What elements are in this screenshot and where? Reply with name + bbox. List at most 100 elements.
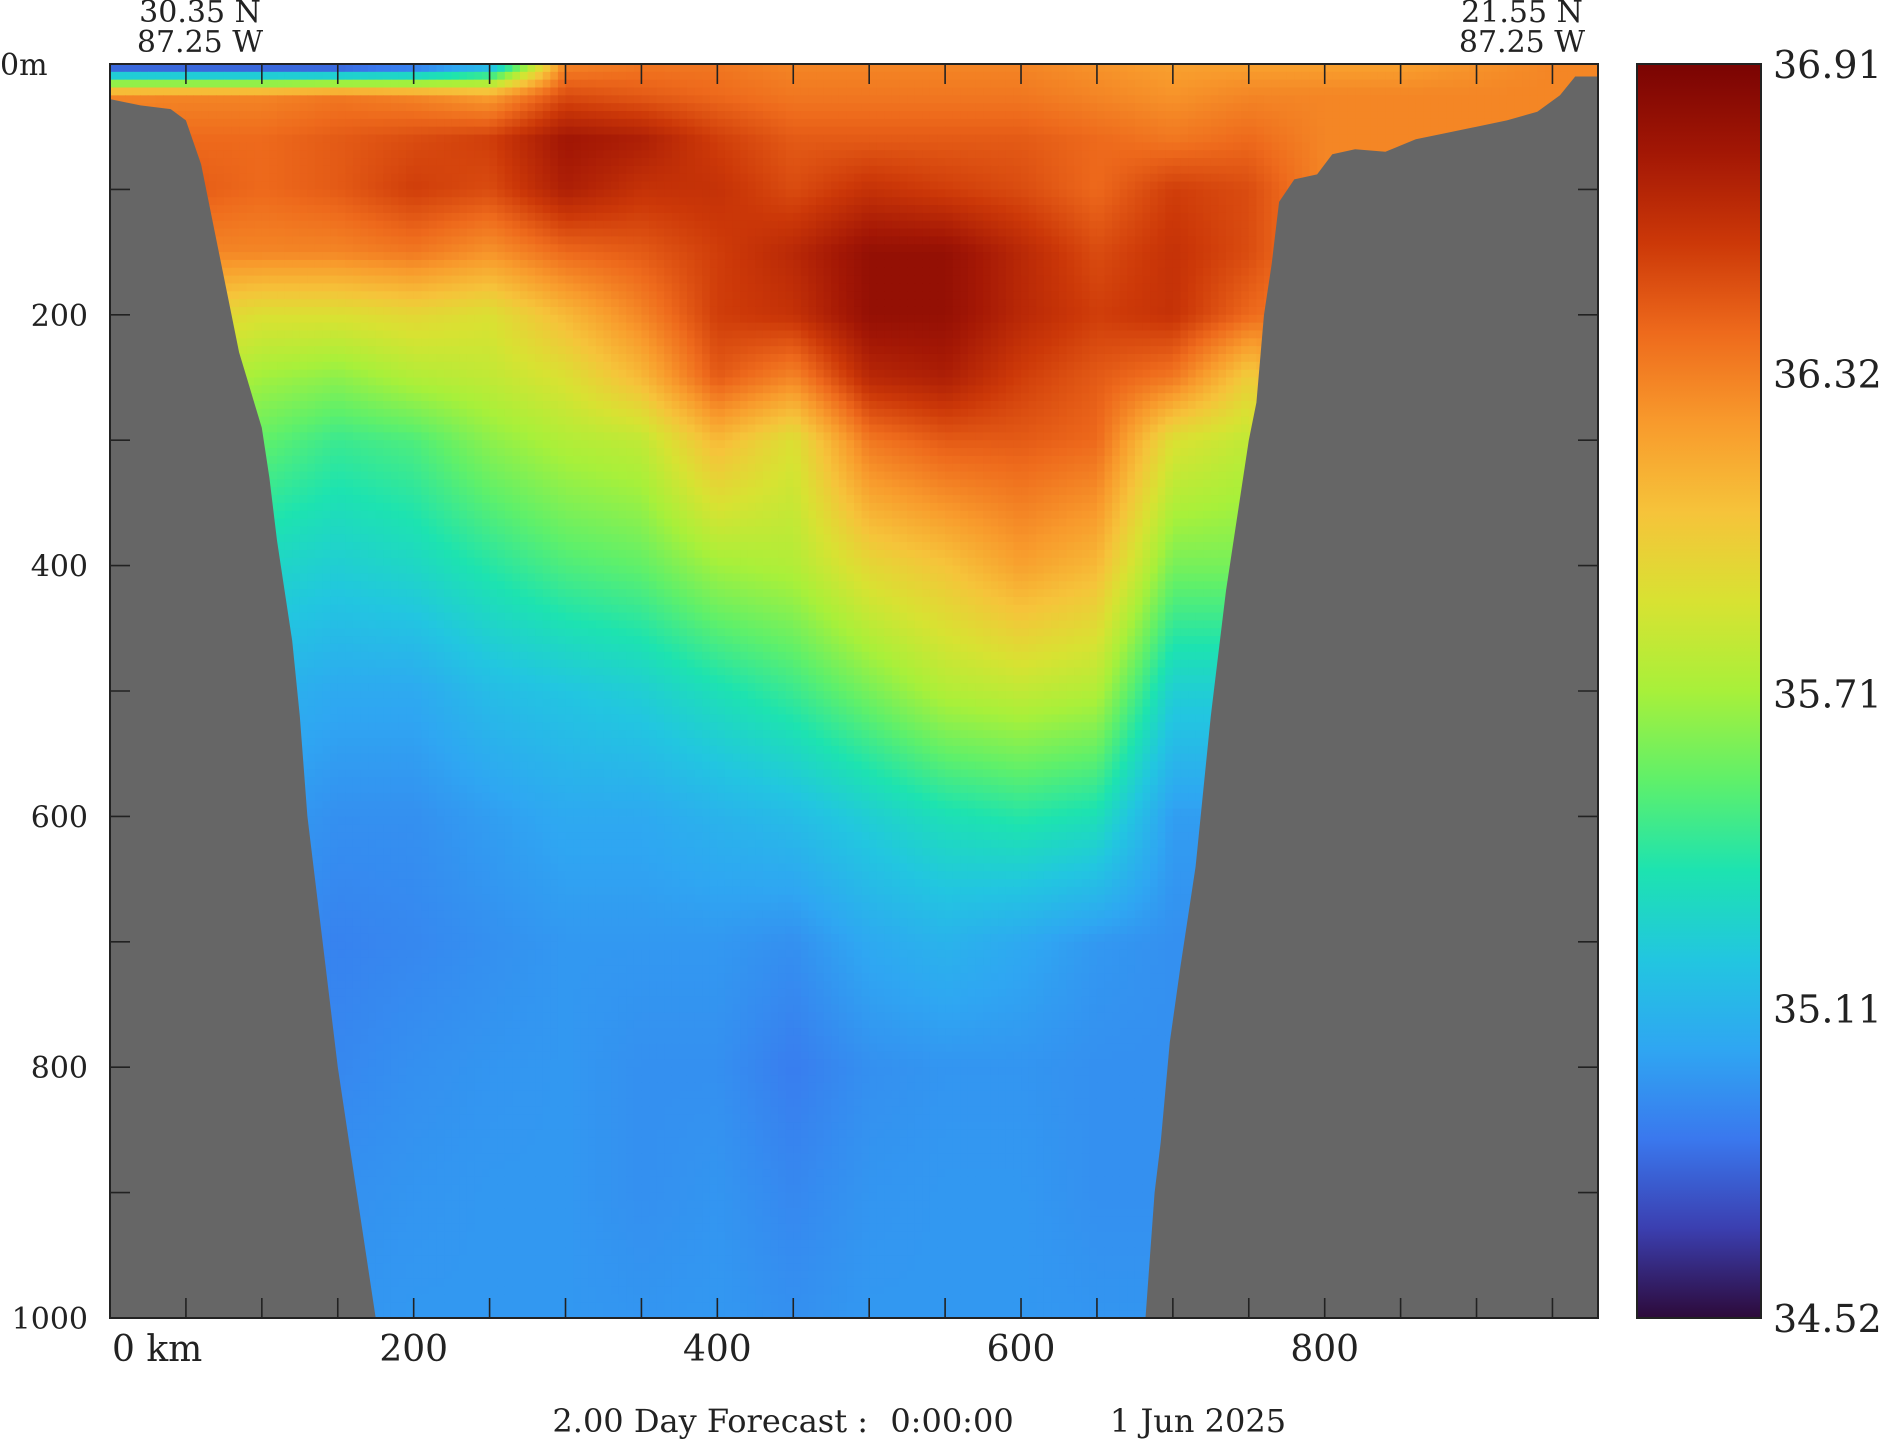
salinity-cell <box>1188 135 1196 143</box>
salinity-cell <box>1013 189 1021 197</box>
salinity-cell <box>1059 174 1067 182</box>
salinity-cell <box>429 103 437 111</box>
salinity-cell <box>1477 64 1485 72</box>
salinity-cell <box>1097 80 1105 88</box>
salinity-cell <box>725 95 733 103</box>
salinity-cell <box>1082 244 1090 252</box>
salinity-cell <box>641 197 649 205</box>
salinity-cell <box>786 221 794 229</box>
salinity-cell <box>254 142 262 150</box>
salinity-cell <box>664 158 672 166</box>
salinity-cell <box>528 166 536 174</box>
salinity-cell <box>581 111 589 119</box>
salinity-cell <box>687 229 695 237</box>
salinity-cell <box>505 127 513 135</box>
salinity-cell <box>657 142 665 150</box>
salinity-cell <box>1135 95 1143 103</box>
salinity-cell <box>884 72 892 80</box>
salinity-cell <box>1492 111 1500 119</box>
salinity-cell <box>315 189 323 197</box>
salinity-cell <box>1089 197 1097 205</box>
salinity-cell <box>1370 88 1378 96</box>
salinity-cell <box>1454 111 1462 119</box>
salinity-cell <box>398 197 406 205</box>
salinity-cell <box>520 260 528 268</box>
salinity-cell <box>1416 72 1424 80</box>
salinity-cell <box>376 119 384 127</box>
salinity-cell <box>748 119 756 127</box>
salinity-cell <box>596 260 604 268</box>
salinity-cell <box>1188 182 1196 190</box>
salinity-cell <box>1431 72 1439 80</box>
salinity-cell <box>1287 127 1295 135</box>
salinity-cell <box>702 95 710 103</box>
salinity-cell <box>679 88 687 96</box>
salinity-cell <box>672 229 680 237</box>
salinity-cell <box>634 221 642 229</box>
salinity-cell <box>1173 189 1181 197</box>
salinity-cell <box>839 103 847 111</box>
salinity-cell <box>368 260 376 268</box>
salinity-cell <box>285 135 293 143</box>
salinity-cell <box>1135 229 1143 237</box>
salinity-cell <box>983 150 991 158</box>
salinity-cell <box>953 72 961 80</box>
salinity-cell <box>619 213 627 221</box>
salinity-cell <box>664 189 672 197</box>
salinity-cell <box>315 64 323 72</box>
salinity-cell <box>1105 142 1113 150</box>
salinity-cell <box>687 244 695 252</box>
salinity-cell <box>368 252 376 260</box>
salinity-cell <box>247 111 255 119</box>
salinity-cell <box>398 236 406 244</box>
salinity-cell <box>361 127 369 135</box>
salinity-cell <box>474 229 482 237</box>
salinity-cell <box>1234 174 1242 182</box>
salinity-cell <box>1044 244 1052 252</box>
salinity-cell <box>960 244 968 252</box>
salinity-cell <box>1158 135 1166 143</box>
salinity-cell <box>770 205 778 213</box>
salinity-cell <box>1074 213 1082 221</box>
salinity-cell <box>1249 72 1257 80</box>
salinity-cell <box>1272 72 1280 80</box>
salinity-cell <box>831 64 839 72</box>
salinity-cell <box>778 135 786 143</box>
salinity-cell <box>1226 111 1234 119</box>
salinity-cell <box>695 213 703 221</box>
salinity-cell <box>307 260 315 268</box>
salinity-cell <box>968 103 976 111</box>
salinity-cell <box>429 205 437 213</box>
salinity-cell <box>1393 88 1401 96</box>
salinity-cell <box>376 135 384 143</box>
salinity-cell <box>528 158 536 166</box>
salinity-cell <box>603 197 611 205</box>
salinity-cell <box>801 88 809 96</box>
salinity-cell <box>1051 197 1059 205</box>
salinity-cell <box>345 229 353 237</box>
salinity-cell <box>793 260 801 268</box>
salinity-cell <box>224 205 232 213</box>
salinity-cell <box>1044 111 1052 119</box>
salinity-cell <box>1120 72 1128 80</box>
salinity-cell <box>1416 95 1424 103</box>
salinity-cell <box>398 127 406 135</box>
salinity-cell <box>345 80 353 88</box>
salinity-cell <box>770 64 778 72</box>
salinity-cell <box>307 111 315 119</box>
salinity-cell <box>839 174 847 182</box>
salinity-cell <box>277 95 285 103</box>
salinity-cell <box>1165 119 1173 127</box>
salinity-cell <box>710 119 718 127</box>
salinity-cell <box>854 197 862 205</box>
salinity-cell <box>725 213 733 221</box>
salinity-cell <box>1363 95 1371 103</box>
salinity-cell <box>1370 64 1378 72</box>
salinity-cell <box>1059 158 1067 166</box>
salinity-cell <box>231 260 239 268</box>
salinity-cell <box>953 197 961 205</box>
salinity-cell <box>1378 80 1386 88</box>
salinity-cell <box>998 197 1006 205</box>
salinity-cell <box>277 166 285 174</box>
salinity-cell <box>1439 88 1447 96</box>
